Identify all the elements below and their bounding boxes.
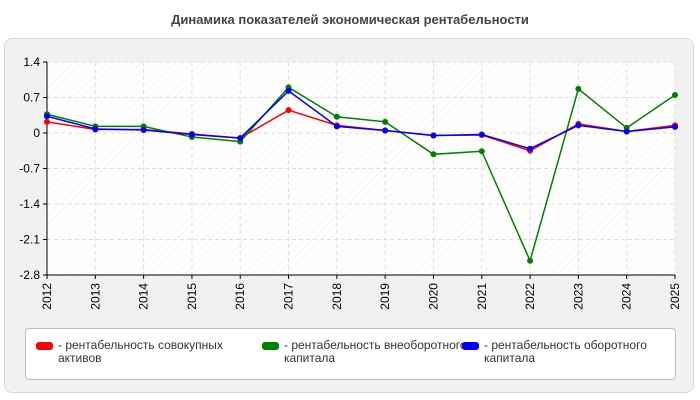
data-point: [140, 126, 147, 133]
data-point: [575, 85, 582, 92]
legend-swatch-blue: [462, 342, 479, 350]
legend-label: - рентабельность совокупных активов: [58, 338, 223, 365]
data-point: [44, 113, 50, 120]
x-tick-label: 2020: [426, 283, 440, 310]
data-point: [672, 123, 678, 130]
data-point: [430, 151, 437, 158]
data-point: [672, 91, 678, 98]
data-point: [188, 131, 195, 138]
x-tick-label: 2018: [330, 283, 344, 310]
y-tick-label: -1.4: [19, 197, 40, 211]
chart-legend: - рентабельность совокупных активов - ре…: [25, 328, 676, 380]
legend-label: - рентабельность внеоборотного капитала: [284, 338, 467, 365]
data-point: [623, 128, 630, 135]
x-tick-label: 2012: [40, 283, 54, 310]
data-point: [478, 148, 485, 155]
series-line: [46, 89, 676, 150]
data-point: [382, 127, 389, 134]
y-tick-label: 1.4: [23, 55, 40, 69]
y-tick-label: -0.7: [19, 162, 40, 176]
x-tick-label: 2013: [88, 283, 102, 310]
data-point: [333, 113, 340, 120]
x-tick-label: 2017: [282, 283, 296, 310]
data-point: [285, 107, 292, 114]
x-tick-label: 2024: [620, 283, 634, 310]
legend-label: - рентабельность оборотного капитала: [484, 338, 647, 365]
data-point: [527, 145, 534, 152]
series-line: [46, 86, 676, 264]
x-tick-label: 2016: [233, 283, 247, 310]
y-tick-label: 0: [33, 126, 40, 140]
series-2: [44, 87, 678, 152]
x-tick-label: 2021: [475, 283, 489, 310]
data-point: [575, 122, 582, 129]
x-tick-label: 2019: [378, 283, 392, 310]
data-point: [527, 257, 534, 264]
x-tick-label: 2022: [523, 283, 537, 310]
plot-area-hatch: [47, 62, 675, 275]
x-tick-label: 2014: [137, 283, 151, 310]
legend-swatch-red: [36, 342, 53, 350]
y-tick-label: -2.8: [19, 268, 40, 282]
data-point: [285, 87, 292, 94]
data-point: [430, 132, 437, 139]
x-tick-label: 2023: [571, 283, 585, 310]
data-point: [237, 135, 244, 142]
data-point: [382, 118, 389, 125]
data-point: [44, 118, 50, 125]
data-point: [92, 125, 99, 132]
y-tick-label: 0.7: [23, 91, 40, 105]
x-tick-label: 2015: [185, 283, 199, 310]
x-tick-label: 2025: [668, 283, 682, 310]
chart-title: Динамика показателей экономическая рента…: [171, 12, 529, 27]
legend-swatch-green: [262, 342, 279, 350]
data-point: [478, 131, 485, 138]
y-tick-label: -2.1: [19, 233, 40, 247]
data-point: [333, 123, 340, 130]
